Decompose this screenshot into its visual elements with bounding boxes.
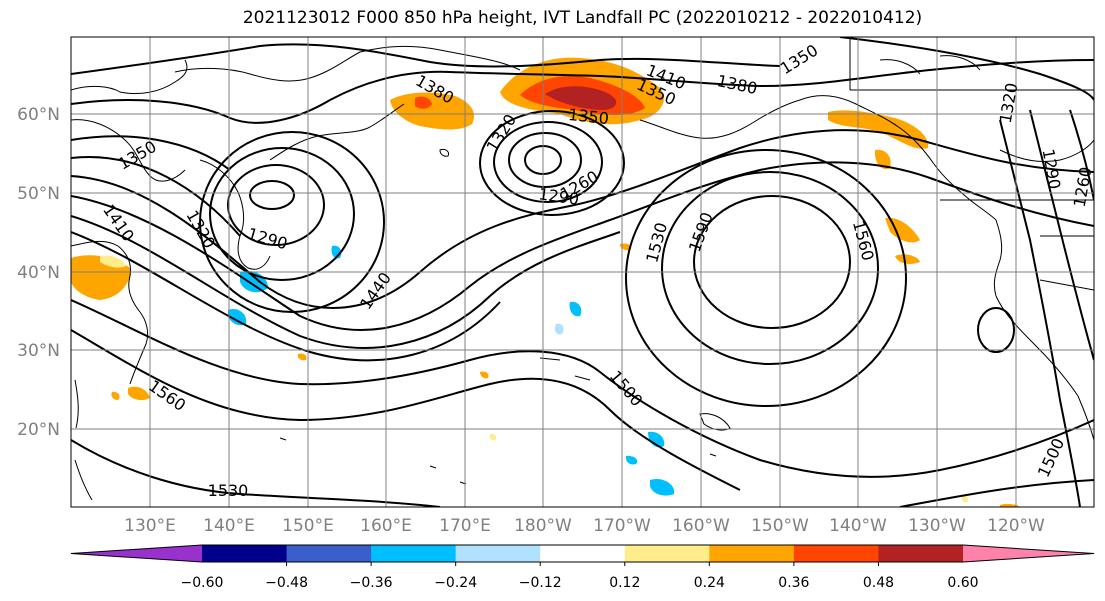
colorbar-extend-low	[71, 545, 202, 562]
colorbar-tick-label: −0.36	[350, 575, 393, 591]
lon-label: 150°W	[751, 516, 809, 536]
lon-label: 130°W	[908, 516, 966, 536]
lat-label: 20°N	[17, 420, 60, 440]
colorbar-tick-label: 0.24	[694, 575, 725, 591]
ivt-bc-orange-2	[874, 149, 891, 170]
height-contours	[71, 37, 1094, 507]
lon-label: 160°E	[360, 516, 412, 536]
lon-label: 180°W	[514, 516, 572, 536]
lon-label: 120°W	[987, 516, 1045, 536]
lat-label: 40°N	[17, 263, 60, 283]
colorbar-tick-label: −0.24	[434, 575, 477, 591]
ivt-small-yellow-2	[961, 495, 969, 503]
contour-label: 1530	[208, 481, 249, 500]
ivt-alaska-darkred	[545, 86, 617, 110]
colorbar-tick-label: −0.60	[181, 575, 224, 591]
ivt-aleutian-orange	[390, 92, 475, 130]
colorbar-swatch	[624, 545, 710, 562]
lon-label: 130°E	[124, 516, 176, 536]
ivt-japan-blue-2	[228, 308, 247, 326]
ivt-japan-yellow	[100, 255, 126, 268]
colorbar-swatch	[202, 545, 288, 562]
ivt-aleutian-red	[415, 96, 432, 109]
ivt-small-orange-2	[480, 371, 489, 379]
ivt-pac-lightblue	[554, 323, 564, 335]
lat-label: 60°N	[17, 105, 60, 125]
ivt-hawaii-blue-1	[648, 431, 665, 448]
graticule	[71, 37, 1094, 507]
colorbar-swatch	[793, 545, 879, 562]
colorbar-outline	[70, 544, 1095, 563]
lon-label: 170°W	[593, 516, 651, 536]
map-title: 2021123012 F000 850 hPa height, IVT Land…	[242, 8, 923, 28]
ivt-small-orange-1	[620, 243, 632, 251]
ivt-small-orange-3	[297, 353, 307, 361]
colorbar-swatch	[540, 545, 626, 562]
ivt-hawaii-blue-3	[625, 455, 638, 465]
ivt-bc-orange	[828, 110, 929, 149]
colorbar-swatch	[455, 545, 541, 562]
colorbar-tick-label: −0.12	[519, 575, 562, 591]
ivt-taiwan-orange	[128, 386, 150, 401]
ivt-small-orange-4	[1000, 503, 1020, 507]
lat-label: 50°N	[17, 184, 60, 204]
colorbar-tick-label: 0.60	[947, 575, 978, 591]
ivt-hawaii-blue-2	[650, 478, 675, 496]
colorbar-tick-label: 0.36	[778, 575, 809, 591]
lon-label: 160°W	[672, 516, 730, 536]
colorbar-swatch	[286, 545, 372, 562]
colorbar-tick-label: 0.48	[863, 575, 894, 591]
colorbar-swatch	[878, 545, 964, 562]
lon-label: 150°E	[282, 516, 334, 536]
ivt-taiwan-orange-2	[111, 391, 120, 400]
colorbar-tick-label: −0.48	[265, 575, 308, 591]
colorbar-extend-high	[963, 545, 1094, 562]
colorbar-swatch	[709, 545, 795, 562]
colorbar-ticks	[286, 562, 879, 566]
lon-label: 140°W	[829, 516, 887, 536]
coastlines	[71, 37, 1094, 501]
contour-label: 1350	[567, 105, 609, 128]
lat-label: 30°N	[17, 341, 60, 361]
colorbar-tick-label: 0.12	[609, 575, 640, 591]
colorbar-swatches	[70, 544, 1095, 563]
lon-label: 140°E	[203, 516, 255, 536]
lon-label: 170°E	[439, 516, 491, 536]
longitude-labels: 130°E 140°E 150°E 160°E 170°E 180°W 170°…	[124, 516, 1045, 536]
colorbar: −0.60 −0.48 −0.36 −0.24 −0.12 0.12 0.24 …	[70, 544, 1095, 591]
map-frame	[70, 36, 1095, 508]
ivt-small-yellow-1	[489, 433, 497, 441]
ivt-nw-orange-2	[895, 254, 920, 264]
colorbar-swatch	[371, 545, 457, 562]
latitude-labels: 60°N 50°N 40°N 30°N 20°N	[17, 105, 60, 440]
ivt-pac-blue-2	[569, 301, 582, 317]
